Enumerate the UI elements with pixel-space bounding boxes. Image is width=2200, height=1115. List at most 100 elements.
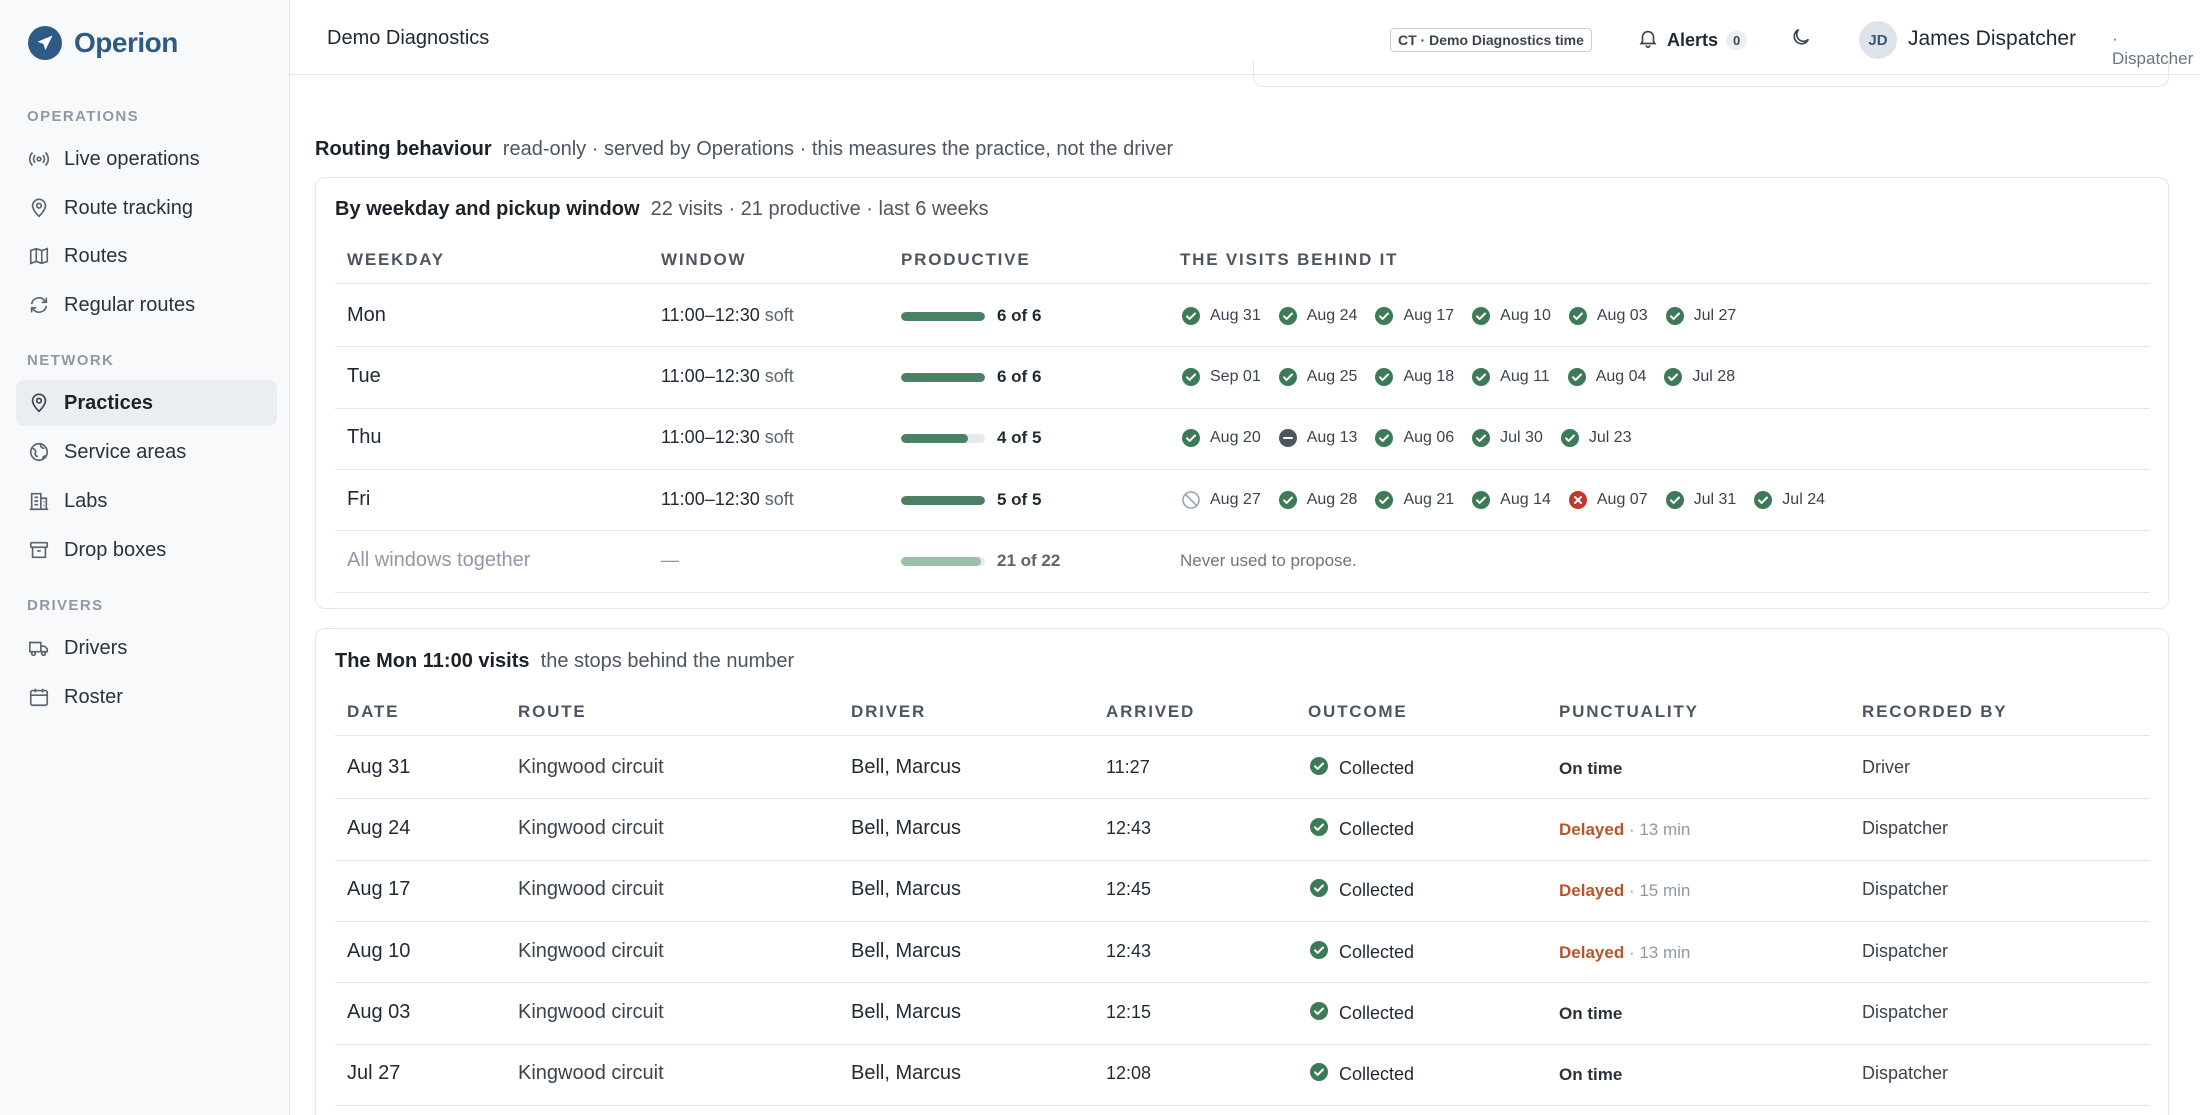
col-header-recorded-by: RECORDED BY [1862,702,2008,721]
skip-circle-icon [1181,490,1201,510]
sidebar-item-label: Live operations [64,147,200,170]
repeat-icon [28,294,50,316]
visit-chip[interactable]: Aug 07 [1568,490,1648,510]
sidebar-item-live-operations[interactable]: Live operations [16,136,277,182]
punctuality-cell: Delayed · 15 min [1559,881,1690,901]
check-circle-icon [1471,306,1491,326]
check-circle-icon [1374,428,1394,448]
visit-chip[interactable]: Jul 23 [1560,428,1632,448]
visit-chip[interactable]: Aug 25 [1278,367,1357,387]
punctuality-delay: · 13 min [1628,942,1691,962]
avatar[interactable]: JD [1859,21,1897,59]
visit-chip[interactable]: Jul 31 [1665,490,1736,510]
driver-cell: Bell, Marcus [851,816,962,839]
visit-chip[interactable]: Jul 27 [1665,306,1737,326]
visit-chip[interactable]: Aug 11 [1471,367,1550,387]
sidebar-item-regular-routes[interactable]: Regular routes [16,282,277,328]
punctuality-cell: Delayed · 13 min [1559,820,1690,840]
visit-chip[interactable]: Aug 28 [1278,490,1357,510]
productive-value: 4 of 5 [997,428,1042,448]
bell-icon [1637,27,1659,54]
recorded-by-cell: Dispatcher [1862,940,1949,961]
check-circle-icon [1663,367,1683,387]
productive-bar [901,311,985,321]
visit-chip[interactable]: Aug 21 [1374,490,1454,510]
sidebar-item-practices[interactable]: Practices [16,380,277,426]
moon-icon[interactable] [1790,26,1812,53]
visit-chip[interactable]: Jul 28 [1663,367,1735,387]
outcome-cell: Collected [1309,940,1414,965]
route-cell: Kingwood circuit [518,878,664,901]
sidebar-item-label: Service areas [64,440,187,463]
sidebar-item-service-areas[interactable]: Service areas [16,429,277,475]
visit-chip[interactable]: Aug 10 [1471,306,1551,326]
productive-bar [901,372,985,382]
brand[interactable]: Operion [28,26,178,60]
visit-chip[interactable]: Jul 24 [1753,490,1825,510]
visit-date: Jul 27 [1693,306,1737,324]
outcome-label: Collected [1339,757,1415,778]
punctuality-status: Delayed [1559,819,1625,839]
routing-title: Routing behaviour [315,138,492,160]
check-circle-icon [1309,756,1329,781]
sidebar-item-roster[interactable]: Roster [16,674,277,720]
visit-date: Aug 14 [1500,490,1551,508]
visit-chip[interactable]: Jul 30 [1471,428,1543,448]
productive-bar-fill [901,372,985,382]
punctuality-status: Delayed [1559,881,1625,901]
weekday-window-card: By weekday and pickup window 22 visits ·… [315,177,2169,609]
sidebar-item-labs[interactable]: Labs [16,478,277,524]
sidebar-item-label: Regular routes [64,293,196,316]
outcome-cell: Collected [1309,756,1414,781]
visit-date: Jul 30 [1500,429,1543,447]
sidebar-item-drop-boxes[interactable]: Drop boxes [16,527,277,573]
route-cell: Kingwood circuit [518,939,664,962]
brand-name: Operion [74,27,178,58]
outcome-cell: Collected [1309,1001,1414,1026]
recorded-by-cell: Dispatcher [1862,1001,1949,1022]
productive-value: 6 of 6 [997,305,1042,325]
weekday-cell: Thu [347,426,382,449]
outcome-cell: Collected [1309,878,1414,903]
visit-date: Jul 24 [1782,490,1825,508]
visit-chip[interactable]: Aug 20 [1181,428,1261,448]
visit-chip[interactable]: Aug 03 [1568,306,1648,326]
alerts-label: Alerts [1667,30,1719,50]
visit-chip[interactable]: Aug 27 [1181,490,1261,510]
visit-chip[interactable]: Aug 18 [1374,367,1454,387]
alerts-button[interactable]: Alerts 0 [1637,27,1748,54]
sidebar-item-drivers[interactable]: Drivers [16,625,277,671]
sidebar-item-label: Labs [64,489,108,512]
row-divider [335,407,2150,409]
sidebar-item-route-tracking[interactable]: Route tracking [16,185,277,231]
window-cell: — [661,550,679,571]
visits-card-title-text: The Mon 11:00 visits [335,650,530,672]
routing-subtitle: read-only · served by Operations · this … [502,138,1174,160]
user-name[interactable]: James Dispatcher [1908,27,2077,50]
visit-chip[interactable]: Aug 24 [1278,306,1358,326]
nav-section-drivers: DRIVERS [27,597,104,614]
weekday-cell: Mon [347,303,386,326]
visits-list: Aug 31 Aug 24 Aug 17 Aug 10 Aug 03 Jul 27 [1181,306,1753,326]
visit-chip[interactable]: Aug 31 [1181,306,1261,326]
sidebar-item-label: Drop boxes [64,538,167,561]
check-circle-icon [1309,817,1329,842]
visit-chip[interactable]: Aug 13 [1278,428,1357,448]
sidebar: Operion OPERATIONS Live operations Route… [0,0,290,1115]
visit-chip[interactable]: Sep 01 [1181,367,1261,387]
visit-date: Aug 24 [1306,306,1358,324]
weekday-card-title: By weekday and pickup window 22 visits ·… [335,198,989,221]
arrived-cell: 12:08 [1106,1063,1152,1084]
visit-chip[interactable]: Aug 17 [1374,306,1454,326]
visit-date: Aug 06 [1403,429,1455,447]
punctuality-cell: Delayed · 13 min [1559,943,1690,963]
alerts-count-badge: 0 [1726,31,1748,50]
visit-chip[interactable]: Aug 14 [1471,490,1551,510]
visit-chip[interactable]: Aug 06 [1374,428,1454,448]
paper-plane-icon [28,26,62,60]
check-circle-icon [1753,490,1773,510]
visits-card-subtitle: the stops behind the number [540,650,795,672]
sidebar-item-routes[interactable]: Routes [16,233,277,279]
check-circle-icon [1665,306,1685,326]
visit-chip[interactable]: Aug 04 [1567,367,1646,387]
